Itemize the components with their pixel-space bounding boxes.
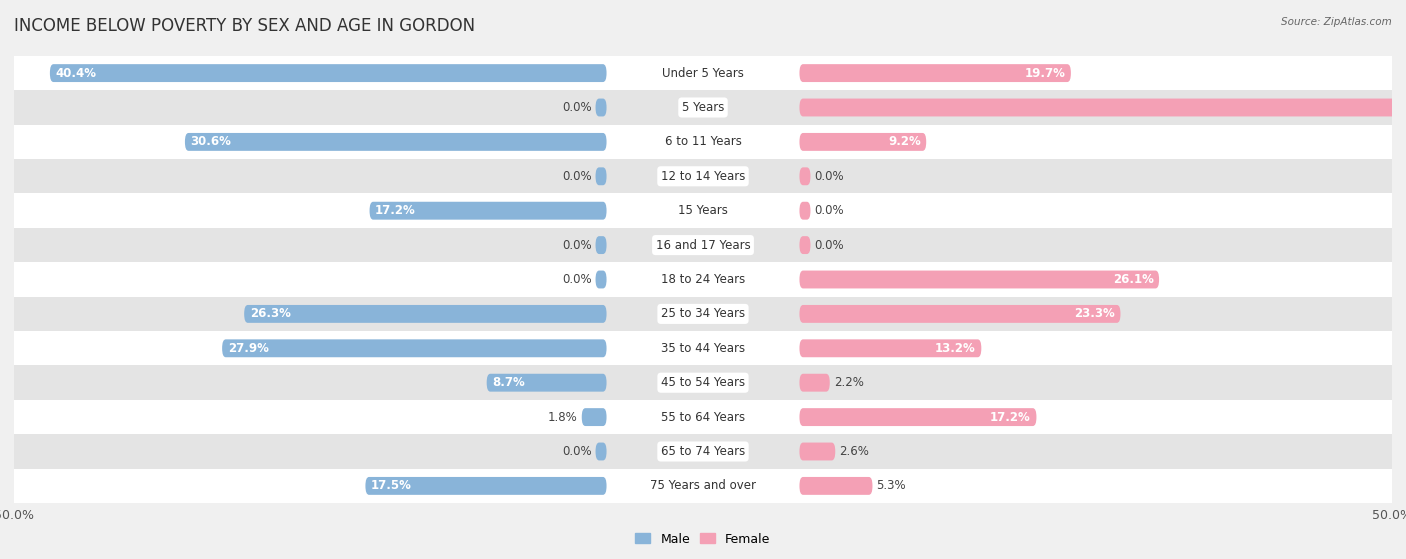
FancyBboxPatch shape — [14, 400, 1392, 434]
FancyBboxPatch shape — [800, 443, 835, 461]
FancyBboxPatch shape — [14, 91, 1392, 125]
Text: 0.0%: 0.0% — [814, 204, 844, 217]
Text: 55 to 64 Years: 55 to 64 Years — [661, 411, 745, 424]
Text: 13.2%: 13.2% — [935, 342, 976, 355]
Text: 0.0%: 0.0% — [814, 239, 844, 252]
Text: 9.2%: 9.2% — [889, 135, 921, 148]
Text: 16 and 17 Years: 16 and 17 Years — [655, 239, 751, 252]
FancyBboxPatch shape — [366, 477, 606, 495]
Text: 30.6%: 30.6% — [190, 135, 232, 148]
FancyBboxPatch shape — [14, 159, 1392, 193]
Text: 0.0%: 0.0% — [562, 101, 592, 114]
Legend: Male, Female: Male, Female — [630, 528, 776, 551]
Text: 0.0%: 0.0% — [814, 170, 844, 183]
Text: 17.2%: 17.2% — [375, 204, 416, 217]
Text: 26.3%: 26.3% — [250, 307, 291, 320]
Text: 1.8%: 1.8% — [548, 411, 578, 424]
Text: Source: ZipAtlas.com: Source: ZipAtlas.com — [1281, 17, 1392, 27]
Text: 17.5%: 17.5% — [371, 480, 412, 492]
FancyBboxPatch shape — [596, 167, 606, 185]
FancyBboxPatch shape — [370, 202, 606, 220]
Text: INCOME BELOW POVERTY BY SEX AND AGE IN GORDON: INCOME BELOW POVERTY BY SEX AND AGE IN G… — [14, 17, 475, 35]
FancyBboxPatch shape — [800, 98, 1406, 116]
FancyBboxPatch shape — [14, 193, 1392, 228]
FancyBboxPatch shape — [14, 468, 1392, 503]
Text: 15 Years: 15 Years — [678, 204, 728, 217]
FancyBboxPatch shape — [800, 202, 810, 220]
FancyBboxPatch shape — [49, 64, 606, 82]
Text: 0.0%: 0.0% — [562, 273, 592, 286]
FancyBboxPatch shape — [800, 339, 981, 357]
Text: 8.7%: 8.7% — [492, 376, 524, 389]
Text: 75 Years and over: 75 Years and over — [650, 480, 756, 492]
FancyBboxPatch shape — [486, 374, 606, 392]
FancyBboxPatch shape — [596, 236, 606, 254]
Text: 5.3%: 5.3% — [876, 480, 907, 492]
FancyBboxPatch shape — [245, 305, 606, 323]
Text: 5 Years: 5 Years — [682, 101, 724, 114]
Text: 35 to 44 Years: 35 to 44 Years — [661, 342, 745, 355]
Text: 0.0%: 0.0% — [562, 239, 592, 252]
FancyBboxPatch shape — [14, 366, 1392, 400]
Text: 12 to 14 Years: 12 to 14 Years — [661, 170, 745, 183]
FancyBboxPatch shape — [596, 271, 606, 288]
FancyBboxPatch shape — [800, 236, 810, 254]
FancyBboxPatch shape — [800, 64, 1071, 82]
FancyBboxPatch shape — [800, 408, 1036, 426]
FancyBboxPatch shape — [596, 98, 606, 116]
Text: 45 to 54 Years: 45 to 54 Years — [661, 376, 745, 389]
FancyBboxPatch shape — [800, 477, 873, 495]
Text: 23.3%: 23.3% — [1074, 307, 1115, 320]
Text: 2.2%: 2.2% — [834, 376, 863, 389]
Text: 0.0%: 0.0% — [562, 170, 592, 183]
FancyBboxPatch shape — [14, 125, 1392, 159]
FancyBboxPatch shape — [14, 434, 1392, 468]
FancyBboxPatch shape — [800, 167, 810, 185]
Text: 6 to 11 Years: 6 to 11 Years — [665, 135, 741, 148]
Text: 25 to 34 Years: 25 to 34 Years — [661, 307, 745, 320]
Text: 40.4%: 40.4% — [55, 67, 97, 79]
FancyBboxPatch shape — [222, 339, 606, 357]
Text: 19.7%: 19.7% — [1025, 67, 1066, 79]
FancyBboxPatch shape — [186, 133, 606, 151]
Text: 26.1%: 26.1% — [1112, 273, 1153, 286]
FancyBboxPatch shape — [800, 133, 927, 151]
Text: Under 5 Years: Under 5 Years — [662, 67, 744, 79]
Text: 2.6%: 2.6% — [839, 445, 869, 458]
FancyBboxPatch shape — [800, 271, 1159, 288]
FancyBboxPatch shape — [14, 228, 1392, 262]
Text: 17.2%: 17.2% — [990, 411, 1031, 424]
FancyBboxPatch shape — [800, 374, 830, 392]
Text: 27.9%: 27.9% — [228, 342, 269, 355]
FancyBboxPatch shape — [14, 262, 1392, 297]
FancyBboxPatch shape — [14, 297, 1392, 331]
FancyBboxPatch shape — [800, 305, 1121, 323]
FancyBboxPatch shape — [596, 443, 606, 461]
FancyBboxPatch shape — [14, 56, 1392, 91]
FancyBboxPatch shape — [14, 331, 1392, 366]
Text: 0.0%: 0.0% — [562, 445, 592, 458]
Text: 65 to 74 Years: 65 to 74 Years — [661, 445, 745, 458]
Text: 18 to 24 Years: 18 to 24 Years — [661, 273, 745, 286]
FancyBboxPatch shape — [582, 408, 606, 426]
